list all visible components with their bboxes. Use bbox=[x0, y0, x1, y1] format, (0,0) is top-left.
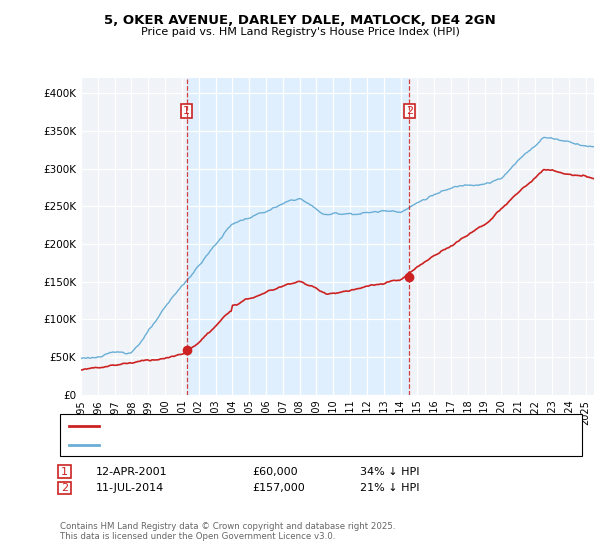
Text: 21% ↓ HPI: 21% ↓ HPI bbox=[360, 483, 419, 493]
Text: 5, OKER AVENUE, DARLEY DALE, MATLOCK, DE4 2GN: 5, OKER AVENUE, DARLEY DALE, MATLOCK, DE… bbox=[104, 14, 496, 27]
Text: 34% ↓ HPI: 34% ↓ HPI bbox=[360, 466, 419, 477]
Text: 11-JUL-2014: 11-JUL-2014 bbox=[96, 483, 164, 493]
Text: 2: 2 bbox=[406, 106, 413, 116]
Text: 12-APR-2001: 12-APR-2001 bbox=[96, 466, 167, 477]
Text: 1: 1 bbox=[183, 106, 190, 116]
Text: 5, OKER AVENUE, DARLEY DALE, MATLOCK, DE4 2GN (semi-detached house): 5, OKER AVENUE, DARLEY DALE, MATLOCK, DE… bbox=[105, 421, 479, 431]
Text: Contains HM Land Registry data © Crown copyright and database right 2025.
This d: Contains HM Land Registry data © Crown c… bbox=[60, 522, 395, 542]
Bar bbox=[187, 78, 409, 395]
Text: 1: 1 bbox=[61, 466, 68, 477]
Text: Price paid vs. HM Land Registry's House Price Index (HPI): Price paid vs. HM Land Registry's House … bbox=[140, 27, 460, 37]
Text: 2: 2 bbox=[61, 483, 68, 493]
Text: HPI: Average price, semi-detached house, Derbyshire Dales: HPI: Average price, semi-detached house,… bbox=[105, 440, 397, 450]
Text: £60,000: £60,000 bbox=[252, 466, 298, 477]
Text: £157,000: £157,000 bbox=[252, 483, 305, 493]
